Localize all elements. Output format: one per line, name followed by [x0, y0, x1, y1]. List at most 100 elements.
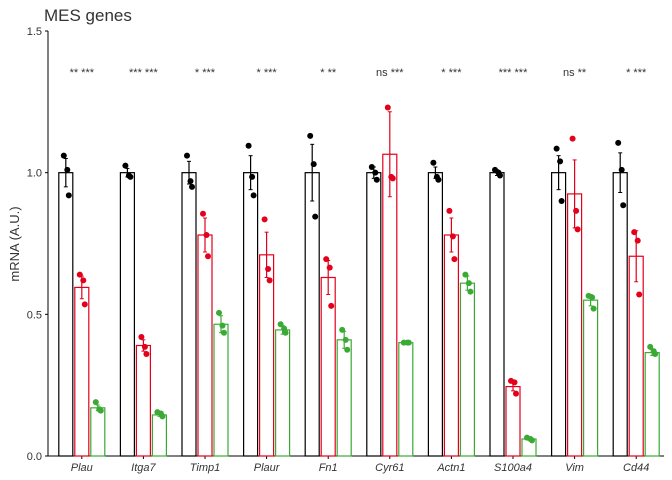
data-point: [529, 437, 535, 444]
data-point: [590, 305, 597, 312]
bar: [644, 351, 660, 457]
bar: [582, 299, 599, 457]
data-point: [569, 135, 576, 142]
significance-label: * **: [320, 67, 337, 79]
data-point: [189, 183, 195, 190]
y-tick-label: 0.5: [27, 309, 42, 321]
data-point: [513, 390, 519, 397]
x-tick-label: Vim: [565, 462, 584, 474]
data-point: [184, 152, 190, 159]
data-point: [574, 226, 581, 233]
data-point: [266, 277, 273, 284]
data-point: [647, 343, 654, 350]
data-point: [245, 142, 252, 149]
data-point: [373, 176, 380, 183]
bar: [366, 172, 382, 457]
data-point: [249, 173, 256, 180]
bar: [259, 254, 275, 457]
data-point: [64, 166, 71, 173]
bar: [382, 153, 398, 457]
data-point: [497, 172, 503, 179]
significance-label: *** ***: [129, 67, 158, 79]
data-point: [384, 104, 391, 111]
data-point: [344, 346, 351, 353]
data-point: [216, 309, 222, 316]
data-point: [60, 152, 67, 159]
significance-label: * ***: [195, 67, 216, 79]
data-point: [307, 132, 314, 139]
x-tick-label: Cd44: [623, 462, 649, 474]
data-point: [92, 399, 99, 406]
data-point: [97, 407, 104, 414]
data-point: [511, 379, 518, 386]
data-point: [312, 213, 319, 220]
data-point: [462, 271, 469, 278]
significance-label: ns **: [563, 67, 587, 79]
y-tick-label: 0.0: [27, 451, 42, 463]
significance-label: ns ***: [376, 67, 404, 79]
data-point: [250, 192, 257, 199]
data-point: [138, 334, 145, 340]
data-point: [652, 351, 659, 357]
x-tick-label: S100a4: [494, 462, 532, 474]
data-point: [636, 291, 643, 298]
data-point: [449, 233, 456, 240]
bar: [505, 385, 521, 457]
data-point: [81, 301, 88, 308]
bar: [336, 339, 352, 457]
bar: [612, 172, 628, 457]
x-tick-label: Cyr61: [375, 462, 404, 474]
data-point: [430, 159, 437, 166]
x-tick-label: Itga7: [131, 462, 156, 474]
data-point: [451, 256, 458, 263]
y-tick-label: 1.0: [27, 168, 42, 180]
data-point: [141, 343, 148, 350]
chart-title: MES genes: [44, 6, 132, 25]
data-point: [465, 280, 472, 287]
data-point: [618, 166, 625, 173]
bar: [135, 344, 151, 457]
data-point: [323, 256, 330, 263]
x-tick-label: Actn1: [436, 462, 465, 474]
bar: [90, 407, 106, 457]
y-tick-label: 1.5: [27, 26, 42, 38]
significance-label: * ***: [626, 67, 647, 79]
data-point: [435, 176, 442, 183]
data-point: [80, 277, 87, 284]
data-point: [200, 210, 206, 217]
data-point: [553, 145, 560, 152]
data-point: [328, 302, 335, 309]
bar: [151, 414, 167, 457]
x-tick-label: Plau: [71, 462, 93, 474]
data-point: [634, 237, 641, 244]
bar: [58, 172, 74, 457]
data-point: [615, 139, 622, 146]
data-point: [573, 207, 580, 214]
bar: [443, 234, 459, 457]
data-point: [187, 178, 194, 185]
bar: [119, 172, 136, 457]
data-point: [203, 232, 210, 238]
data-point: [620, 202, 627, 209]
significance-label: * ***: [257, 67, 278, 79]
data-point: [310, 161, 317, 168]
y-axis-label: mRNA (A.U.): [7, 206, 22, 281]
data-point: [159, 413, 166, 420]
data-point: [339, 326, 346, 333]
data-point: [277, 321, 284, 328]
bar: [459, 282, 475, 457]
bar: [213, 323, 229, 457]
data-point: [389, 175, 396, 182]
significance-label: *** ***: [499, 67, 528, 79]
data-point: [372, 169, 379, 176]
bar: [181, 172, 197, 457]
data-point: [589, 294, 596, 301]
significance-label: * ***: [441, 67, 462, 79]
bar: [74, 286, 90, 457]
x-tick-label: Timp1: [190, 462, 220, 474]
data-point: [261, 216, 268, 223]
data-point: [122, 162, 129, 169]
data-point: [65, 192, 72, 199]
data-point: [405, 339, 412, 346]
